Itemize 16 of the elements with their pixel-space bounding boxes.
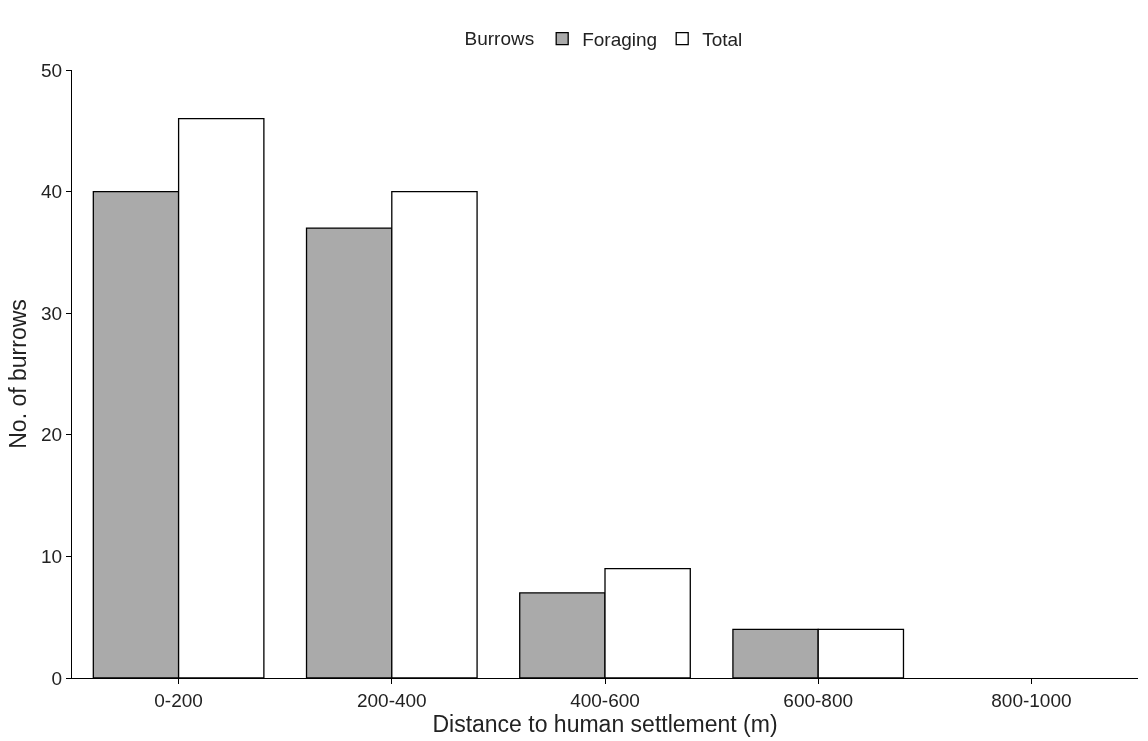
y-tick-label: 50 — [41, 59, 63, 81]
y-tick-label: 10 — [41, 546, 63, 568]
legend-label: Total — [702, 29, 743, 51]
y-tick-label: 20 — [41, 424, 63, 446]
x-axis-title: Distance to human settlement (m) — [432, 710, 778, 737]
x-tick-label: 800-1000 — [991, 689, 1072, 711]
y-axis-title: No. of burrows — [4, 299, 31, 449]
legend-label: Foraging — [582, 29, 658, 51]
x-tick-label: 600-800 — [783, 689, 854, 711]
legend-title: Burrows — [464, 27, 535, 49]
x-tick-label: 0-200 — [154, 689, 203, 711]
y-tick-label: 40 — [41, 181, 63, 203]
y-tick-label: 30 — [41, 302, 63, 324]
x-tick-label: 200-400 — [356, 689, 427, 711]
x-tick-label: 400-600 — [570, 689, 640, 711]
y-tick-label: 0 — [51, 667, 63, 689]
